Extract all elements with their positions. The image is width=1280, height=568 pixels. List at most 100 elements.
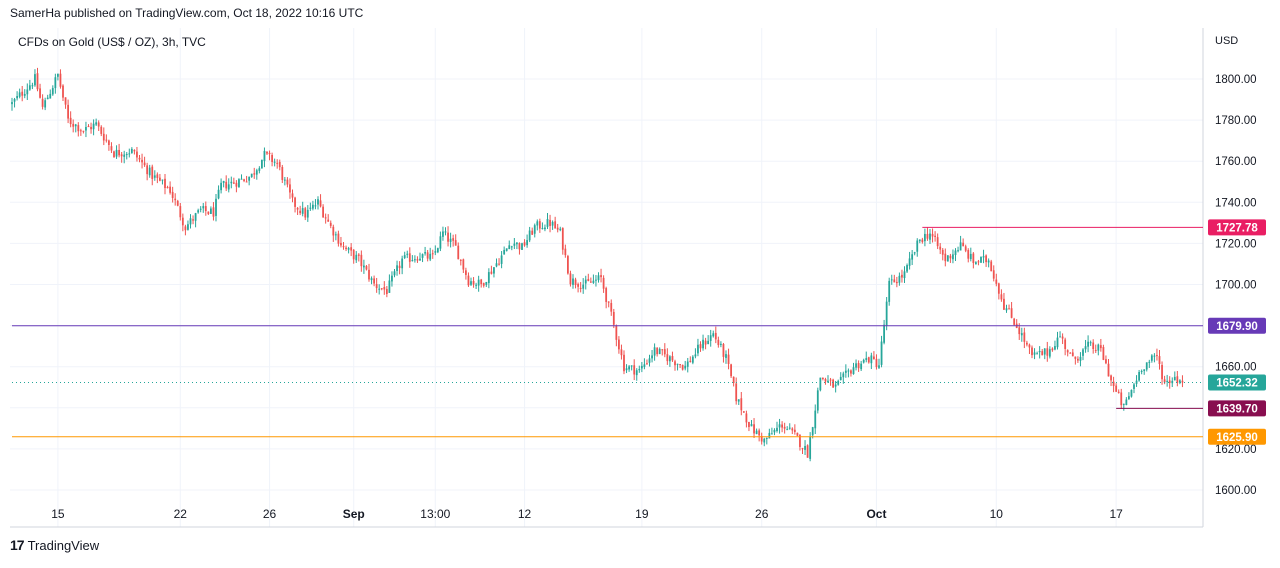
candle-body	[357, 254, 360, 256]
candle-body	[538, 221, 541, 229]
candle-body	[656, 347, 659, 355]
candle-body	[926, 233, 929, 239]
candle-body	[1092, 342, 1095, 350]
candle-body	[510, 246, 513, 248]
candle-body	[304, 208, 307, 218]
candle-body	[120, 154, 123, 157]
candle-body	[890, 279, 893, 281]
candle-body	[1064, 339, 1067, 349]
candle-body	[1168, 380, 1171, 384]
footer-brand[interactable]: 17 TradingView	[10, 537, 99, 553]
candle-body	[722, 344, 725, 357]
candle-body	[123, 154, 126, 157]
candle-body	[643, 364, 646, 367]
x-tick-label: 26	[755, 507, 769, 521]
candle-body	[312, 204, 314, 209]
candle-body	[1084, 346, 1087, 350]
candle-body	[1099, 345, 1102, 349]
candle-body	[90, 126, 92, 130]
candle-body	[1176, 376, 1179, 383]
candle-body	[11, 102, 13, 105]
candle-body	[301, 208, 304, 214]
candle-body	[340, 242, 342, 246]
candle-body	[1122, 403, 1125, 405]
candle-body	[500, 255, 503, 264]
candle-body	[294, 197, 296, 207]
candle-body	[857, 363, 860, 369]
candle-body	[513, 243, 516, 246]
candle-body	[760, 435, 763, 442]
candle-body	[523, 242, 526, 246]
candle-body	[151, 166, 154, 179]
candle-body	[939, 246, 942, 250]
candle-body	[941, 249, 944, 255]
candle-body	[587, 278, 590, 281]
candle-body	[299, 210, 302, 214]
candle-body	[954, 250, 957, 256]
candle-body	[480, 279, 483, 285]
candle-body	[13, 99, 16, 102]
candle-body	[572, 278, 574, 285]
candle-body	[243, 179, 245, 181]
candle-body	[352, 249, 355, 260]
candle-body	[240, 178, 243, 180]
candle-body	[837, 380, 840, 385]
x-tick-label: 12	[518, 507, 532, 521]
candle-body	[1112, 381, 1115, 387]
candle-body	[278, 161, 281, 168]
candle-body	[556, 227, 559, 230]
candle-body	[64, 97, 67, 105]
candle-body	[1173, 376, 1176, 381]
candle-body	[913, 252, 916, 254]
candle-body	[110, 146, 113, 151]
candle-body	[439, 236, 442, 249]
candle-body	[898, 275, 901, 283]
candle-body	[1163, 379, 1166, 383]
candle-body	[829, 379, 832, 381]
candle-body	[39, 88, 41, 98]
candle-body	[888, 280, 891, 302]
candle-body	[378, 288, 381, 290]
candle-body	[322, 206, 324, 218]
candle-body	[957, 250, 959, 252]
candle-body	[334, 234, 337, 236]
candle-body	[347, 248, 350, 250]
candle-body	[105, 139, 108, 141]
candle-body	[666, 354, 669, 362]
candle-body	[363, 265, 365, 268]
y-tick-label: 1800.00	[1215, 74, 1257, 86]
candle-body	[329, 222, 332, 226]
candle-body	[498, 263, 500, 265]
candle-body	[408, 253, 411, 262]
candle-body	[475, 284, 477, 286]
candle-body	[689, 360, 692, 363]
candle-body	[199, 208, 202, 210]
candle-body	[1046, 348, 1049, 356]
candle-body	[949, 255, 952, 259]
price-level-label: 1727.78	[1216, 222, 1258, 234]
chart-title: CFDs on Gold (US$ / OZ), 3h, TVC	[18, 35, 206, 49]
candle-body	[681, 364, 684, 370]
candle-body	[1071, 352, 1074, 357]
candle-body	[59, 73, 62, 87]
candle-body	[765, 437, 768, 439]
brand-name: TradingView	[27, 537, 100, 553]
candle-body	[1036, 353, 1038, 355]
candle-body	[755, 430, 758, 434]
candle-body	[370, 278, 373, 281]
candle-body	[709, 335, 712, 341]
candle-body	[174, 198, 177, 201]
candle-body	[207, 211, 210, 214]
candle-body	[289, 184, 291, 193]
x-tick-label: 13:00	[420, 507, 450, 521]
candle-body	[36, 73, 39, 90]
candle-body	[842, 373, 845, 378]
candle-body	[839, 376, 842, 381]
candle-body	[217, 189, 220, 199]
candle-body	[674, 361, 676, 366]
candle-body	[806, 445, 809, 458]
candle-body	[878, 365, 880, 368]
candle-body	[748, 421, 750, 428]
